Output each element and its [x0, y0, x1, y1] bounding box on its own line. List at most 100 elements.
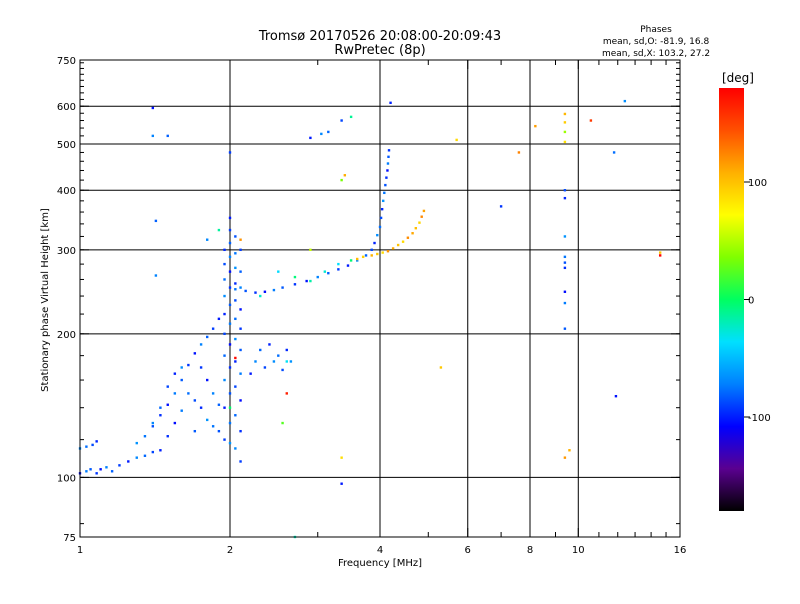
data-point-0-85 [239, 372, 242, 375]
data-point-0-4 [99, 468, 102, 471]
data-point-0-68 [228, 255, 232, 259]
data-point-0-72 [234, 447, 237, 450]
data-point-0-108 [293, 283, 297, 286]
data-point-0-88 [239, 308, 242, 311]
data-point-1-14 [361, 255, 365, 259]
data-point-3-3 [309, 248, 312, 252]
data-point-0-154 [239, 460, 242, 463]
data-point-0-120 [379, 216, 383, 220]
data-point-0-22 [173, 392, 177, 395]
data-point-0-131 [151, 134, 155, 138]
data-point-0-91 [239, 248, 242, 252]
data-point-1-10 [418, 221, 421, 224]
data-point-0-33 [173, 372, 177, 375]
colorbar-tick-label: -100 [748, 413, 771, 424]
chart-subtitle: RwPretec (8p) [334, 43, 425, 58]
data-point-0-50 [223, 406, 226, 409]
data-point-0-11 [151, 450, 155, 454]
data-point-1-17 [563, 112, 567, 116]
data-point-0-15 [91, 443, 94, 447]
data-point-0-61 [228, 392, 232, 395]
data-point-1-24 [239, 238, 242, 241]
data-point-0-151 [614, 394, 618, 398]
x-tick-label: 4 [377, 545, 383, 556]
data-point-3-2 [281, 421, 284, 425]
y-tick-label: 300 [57, 246, 76, 257]
data-point-1-8 [411, 232, 414, 235]
data-point-0-1 [85, 470, 88, 473]
axis-layer: 1 2 4 6 8 10 16 75 100 200 300 400 500 600 750 [57, 56, 686, 556]
data-point-0-29 [217, 317, 221, 321]
phase-box-x-stats: mean, sd,X: 103.2, 27.2 [602, 49, 710, 59]
data-point-0-10 [143, 454, 147, 457]
data-point-1-6 [401, 240, 405, 243]
data-point-0-24 [187, 363, 190, 367]
data-point-0-106 [272, 288, 276, 292]
data-point-0-130 [151, 106, 155, 110]
data-point-1-22 [439, 366, 443, 369]
data-point-3-0 [563, 130, 567, 134]
y-tick-label: 200 [57, 330, 76, 341]
data-point-0-129 [387, 149, 391, 152]
data-point-0-55 [223, 294, 226, 298]
data-point-0-94 [259, 348, 262, 352]
data-point-0-40 [217, 429, 221, 433]
data-point-0-110 [316, 275, 319, 279]
data-point-0-77 [234, 317, 237, 321]
data-point-4-2 [234, 356, 237, 360]
data-point-0-37 [199, 406, 203, 409]
data-point-0-102 [234, 288, 237, 291]
data-point-0-38 [205, 418, 209, 422]
data-point-0-147 [563, 290, 567, 293]
data-point-0-95 [263, 366, 267, 369]
data-point-0-34 [180, 366, 183, 369]
data-point-0-80 [234, 266, 237, 270]
data-point-0-132 [166, 134, 169, 138]
data-point-1-13 [355, 257, 359, 261]
data-point-0-141 [563, 189, 567, 192]
data-point-4-3 [285, 392, 288, 395]
data-point-0-92 [249, 372, 252, 375]
data-point-0-39 [211, 425, 215, 428]
data-point-0-8 [127, 460, 130, 463]
data-point-0-145 [563, 261, 567, 264]
data-point-0-86 [239, 348, 242, 352]
data-point-2-9 [228, 406, 232, 409]
x-axis-label: Frequency [MHz] [338, 558, 422, 569]
data-point-0-25 [193, 352, 197, 355]
x-tick-label: 16 [674, 545, 687, 556]
data-point-0-104 [254, 291, 257, 294]
y-tick-label: 500 [57, 140, 76, 151]
data-point-0-111 [327, 271, 330, 275]
data-point-0-127 [386, 162, 390, 165]
data-point-0-70 [228, 228, 232, 232]
data-point-0-7 [118, 464, 121, 467]
data-point-3-1 [340, 178, 343, 182]
data-point-0-136 [327, 130, 330, 134]
data-point-0-83 [239, 429, 242, 433]
data-point-0-18 [143, 435, 147, 438]
data-point-0-152 [154, 274, 158, 277]
data-point-0-73 [234, 414, 237, 417]
data-point-0-148 [563, 301, 567, 305]
data-point-1-23 [340, 456, 343, 459]
data-point-1-26 [658, 251, 662, 254]
data-point-0-57 [223, 262, 226, 266]
data-point-0-52 [223, 354, 226, 357]
data-point-1-4 [391, 247, 395, 250]
data-point-0-21 [166, 403, 169, 406]
data-point-0-46 [205, 378, 209, 382]
data-point-0-121 [380, 207, 384, 211]
colorbar-tick-label: 100 [748, 178, 767, 189]
data-point-0-143 [563, 235, 567, 238]
data-point-0-19 [151, 425, 155, 428]
y-axis-label: Stationary phase Virtual Height [km] [40, 208, 51, 392]
data-point-1-9 [414, 226, 418, 230]
data-point-0-65 [228, 303, 232, 307]
data-point-0-89 [239, 286, 242, 289]
colorbar-label: [deg] [722, 71, 754, 85]
data-point-2-5 [349, 259, 353, 262]
data-point-0-116 [370, 248, 373, 252]
data-point-0-36 [193, 399, 197, 402]
data-point-0-142 [563, 196, 567, 200]
